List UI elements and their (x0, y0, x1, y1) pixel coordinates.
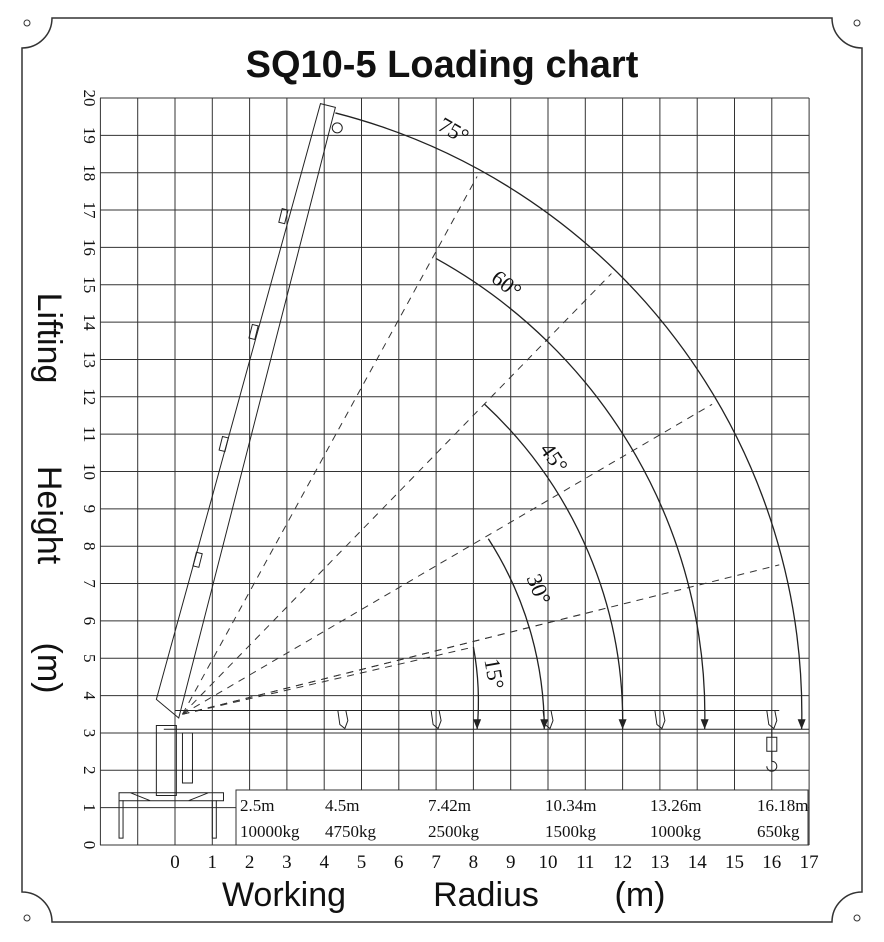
angle-label: 60° (487, 265, 527, 304)
mast (155, 724, 193, 796)
boom-section (192, 551, 203, 568)
x-tick-label: 12 (613, 852, 632, 873)
y-tick-label: 2 (80, 766, 99, 775)
angle-label: 75° (434, 112, 473, 149)
dashed-line (182, 176, 478, 715)
x-tick-label: 16 (762, 852, 781, 873)
load-radius: 4.5m (325, 796, 359, 815)
x-tick-label: 9 (506, 852, 516, 873)
load-radius: 7.42m (428, 796, 471, 815)
y-tick-label: 16 (80, 239, 99, 256)
y-tick-label: 20 (80, 90, 99, 107)
y-tick-label: 12 (80, 388, 99, 405)
arrow-head (540, 719, 549, 730)
load-capacity: 1500kg (545, 822, 597, 841)
x-tick-label: 17 (800, 852, 819, 873)
frame (21, 17, 863, 923)
load-capacity: 10000kg (240, 822, 300, 841)
y-tick-label: 17 (80, 202, 99, 220)
x-tick-label: 2 (245, 852, 255, 873)
arrow-head (473, 719, 482, 730)
y-axis-title: (m) (30, 643, 68, 694)
y-tick-label: 10 (80, 463, 99, 480)
boom-section (278, 208, 289, 225)
boom-section (248, 323, 259, 341)
angle-label: 15° (479, 656, 509, 691)
hook-mark (337, 710, 349, 730)
x-tick-label: 14 (688, 852, 708, 873)
hook-block (766, 729, 778, 772)
y-tick-label: 9 (80, 505, 99, 513)
arc (472, 646, 480, 730)
load-radius: 10.34m (545, 796, 596, 815)
y-tick-label: 4 (80, 691, 99, 700)
arrow-head (700, 719, 709, 730)
y-tick-label: 3 (80, 729, 99, 738)
x-tick-label: 8 (469, 852, 479, 873)
dashed-line (182, 564, 780, 715)
corner-marks (23, 19, 861, 922)
x-tick-label: 15 (725, 852, 744, 873)
y-tick-label: 19 (80, 127, 99, 144)
crane-drawing (118, 102, 810, 839)
x-tick-label: 5 (357, 852, 367, 873)
y-tick-label: 11 (80, 426, 99, 442)
load-radius: 16.18m (757, 796, 808, 815)
x-axis-title: Radius (433, 876, 539, 914)
hook-mark (766, 710, 778, 730)
y-tick-label: 1 (80, 803, 99, 812)
hook (331, 122, 343, 134)
arrow-head (797, 719, 806, 730)
dashed-line (182, 609, 601, 715)
hook-mark (654, 710, 666, 730)
load-capacity: 2500kg (428, 822, 480, 841)
boom (155, 102, 336, 719)
arrow-head (618, 719, 627, 730)
load-table (235, 789, 809, 846)
load-radius: 13.26m (650, 796, 701, 815)
arc (484, 403, 624, 730)
y-axis-title: Height (30, 466, 68, 565)
x-tick-label: 10 (539, 852, 558, 873)
load-capacity: 1000kg (650, 822, 702, 841)
arc (487, 538, 545, 730)
load-capacity: 4750kg (325, 822, 377, 841)
x-tick-label: 0 (170, 852, 180, 873)
x-tick-label: 7 (431, 852, 441, 873)
x-tick-label: 1 (208, 852, 218, 873)
y-tick-label: 13 (80, 351, 99, 368)
arc (335, 112, 803, 730)
load-capacity: 650kg (757, 822, 800, 841)
load-radius: 2.5m (240, 796, 274, 815)
y-tick-label: 7 (80, 579, 99, 588)
outriggers (118, 792, 224, 839)
x-tick-label: 4 (319, 852, 329, 873)
y-tick-label: 14 (80, 314, 99, 332)
x-tick-label: 6 (394, 852, 404, 873)
y-tick-label: 18 (80, 164, 99, 181)
y-tick-label: 0 (80, 841, 99, 850)
hook-mark (430, 710, 442, 730)
x-tick-label: 13 (650, 852, 669, 873)
dashed-line (182, 273, 612, 715)
y-tick-label: 6 (80, 617, 99, 626)
boom-section (218, 435, 229, 453)
y-axis-title: Lifting (30, 293, 68, 384)
hook-mark (542, 710, 554, 730)
dashed-line (182, 646, 474, 715)
y-tick-label: 5 (80, 654, 99, 663)
x-axis-title: (m) (615, 876, 666, 914)
y-tick-label: 15 (80, 276, 99, 293)
x-tick-label: 3 (282, 852, 292, 873)
x-tick-label: 11 (576, 852, 594, 873)
dashed-line (182, 403, 713, 715)
title: SQ10-5 Loading chart (246, 44, 639, 86)
y-tick-label: 8 (80, 542, 99, 551)
grid (99, 97, 810, 846)
arc (435, 258, 706, 730)
angle-label: 30° (522, 570, 557, 608)
x-axis-title: Working (222, 876, 346, 914)
